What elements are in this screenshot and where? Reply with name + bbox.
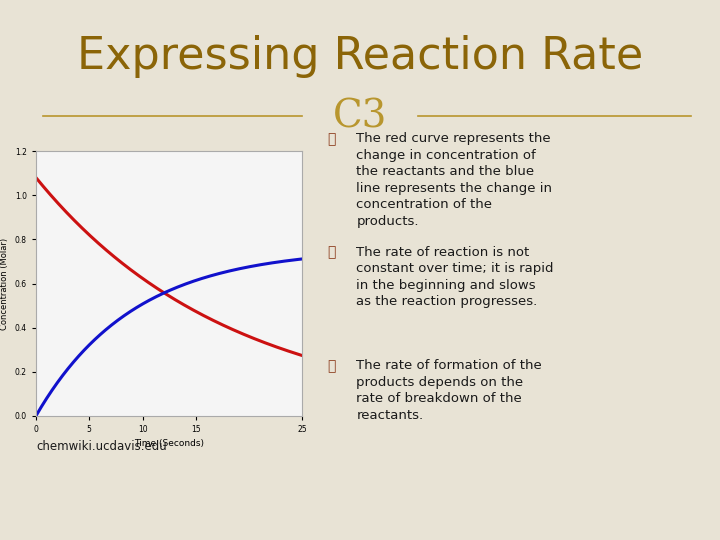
X-axis label: Time (Seconds): Time (Seconds)	[134, 440, 204, 448]
Text: ❧: ❧	[328, 132, 336, 146]
Text: C3: C3	[333, 99, 387, 136]
Text: ❧: ❧	[328, 246, 336, 260]
Text: chemwiki.ucdavis.edu: chemwiki.ucdavis.edu	[36, 440, 167, 453]
Text: Expressing Reaction Rate: Expressing Reaction Rate	[77, 35, 643, 78]
Text: The rate of reaction is not
constant over time; it is rapid
in the beginning and: The rate of reaction is not constant ove…	[356, 246, 554, 308]
Y-axis label: Concentration (Molar): Concentration (Molar)	[0, 238, 9, 329]
Text: ❧: ❧	[328, 359, 336, 373]
Text: The rate of formation of the
products depends on the
rate of breakdown of the
re: The rate of formation of the products de…	[356, 359, 542, 422]
Text: The red curve represents the
change in concentration of
the reactants and the bl: The red curve represents the change in c…	[356, 132, 552, 228]
